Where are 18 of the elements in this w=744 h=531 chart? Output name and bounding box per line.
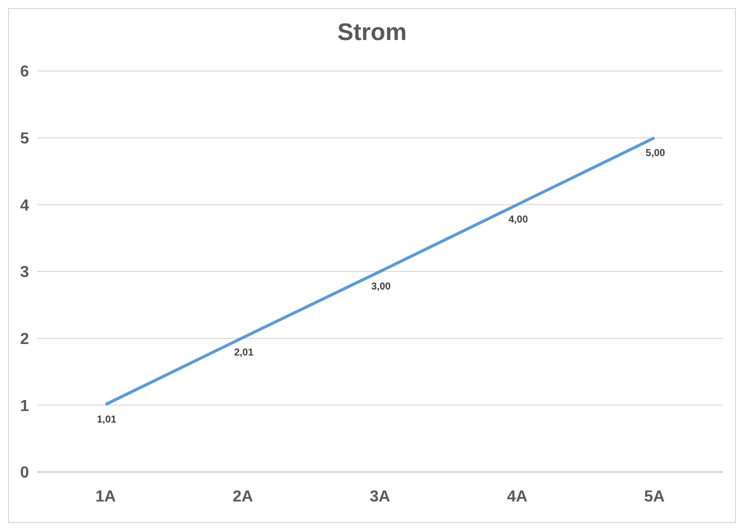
y-tick-label: 3: [20, 264, 30, 282]
y-tick-label: 4: [20, 197, 30, 214]
x-tick-label: 2A: [232, 488, 254, 506]
y-tick-label: 1: [20, 398, 30, 415]
y-tick-label: 2: [20, 331, 30, 348]
data-label: 2,01: [234, 348, 254, 359]
x-tick-label: 4A: [506, 488, 528, 506]
data-label: 5,00: [646, 148, 666, 159]
y-tick-label: 5: [20, 130, 30, 148]
y-tick-label: 6: [20, 64, 30, 81]
x-tick-label: 1A: [95, 488, 116, 506]
data-label: 1,01: [96, 414, 117, 426]
chart-title: Strom: [336, 18, 408, 48]
x-tick-label: 5A: [644, 488, 666, 506]
data-label: 3,00: [371, 282, 392, 292]
y-tick-label: 0: [20, 464, 30, 482]
x-tick-label: 3A: [370, 488, 391, 506]
data-label: 4,00: [508, 214, 528, 226]
